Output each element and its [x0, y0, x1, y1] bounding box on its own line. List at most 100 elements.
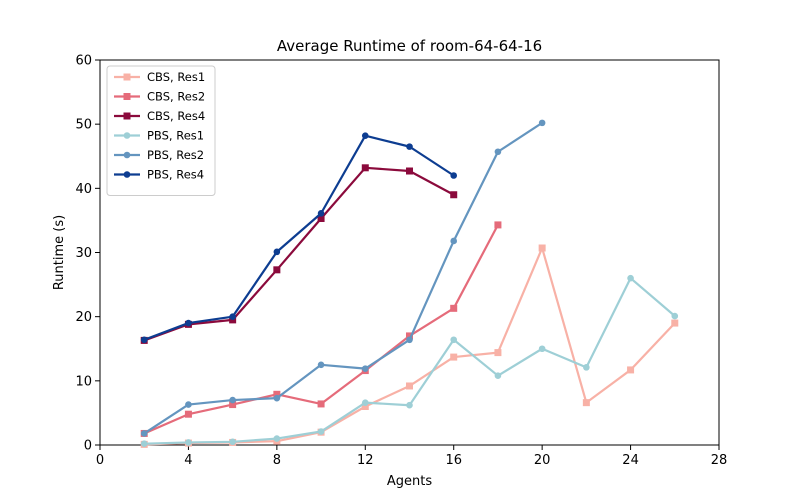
chart-title: Average Runtime of room-64-64-16 [277, 37, 542, 55]
data-point [361, 132, 369, 140]
legend-marker [123, 132, 131, 139]
data-point [273, 266, 281, 274]
legend-box [106, 65, 216, 196]
series-6 [140, 132, 458, 344]
data-point [185, 439, 192, 446]
legend-label: CBS, Res4 [147, 109, 205, 123]
x-tick-label: 20 [534, 453, 551, 468]
data-point [406, 401, 413, 409]
y-tick-label: 0 [84, 439, 92, 454]
data-point [185, 319, 192, 327]
x-tick-label: 28 [711, 453, 728, 468]
x-axis-label: Agents [387, 474, 432, 489]
series-4 [140, 274, 679, 448]
data-point [494, 221, 502, 229]
data-point [406, 336, 413, 344]
data-point [361, 403, 369, 410]
legend-item: PBS, Res2 [114, 148, 204, 162]
data-point [317, 428, 325, 435]
data-point [406, 332, 413, 340]
data-point [406, 167, 413, 175]
series-line [144, 246, 676, 446]
legend-item: CBS, Res1 [114, 70, 205, 84]
legend: CBS, Res1 CBS, Res2 CBS, Res4 PBS, Res1 PBS,… [106, 65, 216, 196]
data-point [273, 435, 281, 442]
series-layer [140, 119, 679, 448]
y-axis: 0 10 20 30 40 50 60 [75, 54, 100, 454]
data-point [406, 382, 413, 390]
y-tick-label: 40 [75, 182, 92, 197]
data-point [185, 401, 192, 408]
data-point [671, 312, 679, 320]
data-point [317, 400, 325, 408]
data-point [361, 399, 369, 406]
data-point [538, 345, 546, 353]
legend-marker [123, 93, 131, 100]
legend-label: CBS, Res2 [147, 90, 205, 104]
x-tick-label: 24 [622, 453, 639, 468]
series-line [143, 134, 455, 341]
legend-label: PBS, Res1 [147, 129, 204, 143]
data-point [627, 366, 635, 374]
legend-marker [123, 171, 131, 178]
data-point [494, 349, 502, 357]
data-point [450, 353, 458, 361]
y-tick-label: 50 [75, 118, 92, 133]
data-point [494, 148, 502, 156]
data-point [140, 440, 148, 448]
series-line [143, 121, 543, 435]
data-point [273, 248, 281, 256]
data-point [671, 319, 679, 327]
data-point [140, 430, 148, 437]
data-point [361, 164, 369, 172]
data-point [317, 210, 325, 217]
y-tick-label: 10 [75, 374, 92, 389]
legend-label: CBS, Res1 [147, 70, 205, 84]
legend-label: PBS, Res4 [147, 168, 204, 182]
data-point [273, 390, 281, 398]
data-point [450, 304, 458, 312]
data-point [317, 214, 325, 222]
data-point [494, 372, 502, 380]
data-point [538, 244, 546, 252]
x-tick-label: 8 [273, 453, 281, 468]
x-axis: 0 4 8 12 16 20 24 28 [96, 445, 727, 468]
data-point [627, 274, 634, 282]
x-tick-label: 16 [445, 453, 462, 468]
data-point [538, 119, 546, 127]
x-tick-label: 0 [96, 453, 104, 468]
data-point [273, 394, 281, 402]
x-tick-label: 4 [184, 453, 192, 468]
y-tick-label: 30 [75, 246, 92, 261]
legend-marker [123, 151, 131, 159]
legend-item: CBS, Res4 [114, 109, 205, 123]
data-point [317, 361, 325, 369]
data-point [406, 143, 413, 150]
data-point [184, 410, 192, 418]
series-line [143, 166, 455, 342]
y-tick-label: 60 [75, 54, 92, 69]
data-point [229, 396, 236, 404]
legend-item: PBS, Res1 [114, 129, 204, 143]
data-point [140, 336, 148, 344]
series-5 [140, 119, 546, 437]
data-point [450, 237, 458, 245]
legend-label: PBS, Res2 [147, 148, 204, 162]
legend-item: CBS, Res2 [114, 90, 205, 104]
data-point [229, 401, 237, 409]
data-point [229, 313, 236, 320]
legend-item: PBS, Res4 [114, 168, 204, 182]
data-point [229, 438, 236, 446]
y-axis-label: Runtime (s) [52, 215, 67, 290]
data-point [361, 365, 369, 372]
data-point [450, 172, 458, 179]
y-tick-label: 20 [75, 310, 92, 325]
x-tick-label: 12 [357, 453, 374, 468]
data-point [582, 399, 590, 407]
legend-marker [123, 73, 131, 81]
data-point [450, 336, 458, 344]
legend-marker [123, 112, 131, 120]
data-point [450, 191, 458, 199]
data-point [583, 364, 590, 371]
